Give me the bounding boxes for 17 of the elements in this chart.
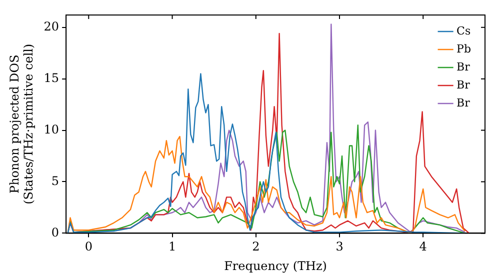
x-tick-label: 0 — [84, 240, 92, 254]
legend-label: Br — [456, 60, 471, 74]
legend-label: Br — [456, 78, 471, 92]
x-axis-title: Frequency (THz) — [224, 258, 327, 273]
legend-label: Br — [456, 96, 471, 110]
x-tick-label: 3 — [336, 240, 344, 254]
y-tick-label: 20 — [44, 19, 60, 34]
y-tick-label: 5 — [51, 174, 60, 188]
y-tick-label: 15 — [44, 70, 60, 85]
legend-label: Cs — [456, 24, 471, 38]
x-tick-label: 2 — [252, 240, 260, 254]
legend-label: Pb — [456, 42, 472, 56]
x-tick-label: 1 — [168, 240, 176, 254]
y-tick-label: 0 — [51, 225, 60, 240]
y-axis-title: Phonon projected DOS (States/THz·primitive cell) — [7, 44, 36, 204]
y-tick-label: 10 — [44, 122, 60, 136]
x-tick-label: 4 — [419, 240, 428, 254]
